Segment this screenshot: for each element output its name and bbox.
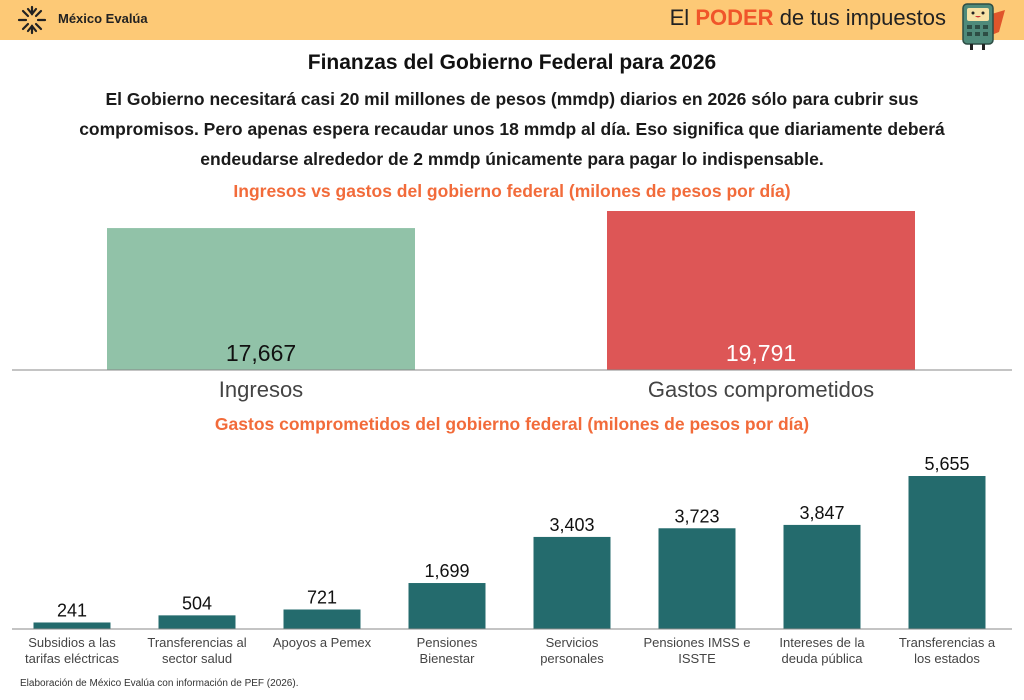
data-label: 3,847 xyxy=(799,503,844,523)
income-vs-expense-chart: 17,667 Ingresos 19,791 Gastos comprometidos xyxy=(12,211,1012,402)
bar-4 xyxy=(533,536,611,629)
data-label: 721 xyxy=(307,587,337,607)
data-label: 3,723 xyxy=(674,506,719,526)
summary-paragraph: El Gobierno necesitará casi 20 mil millo… xyxy=(79,89,945,169)
category-label: Pensiones IMSS e xyxy=(644,635,751,650)
data-label: 3,403 xyxy=(549,515,594,535)
category-label: Servicios xyxy=(546,635,599,650)
mexico-evalua-logo-icon xyxy=(17,5,47,35)
bar-7 xyxy=(908,476,986,629)
calculator-mascot-icon xyxy=(962,3,1005,50)
logo-text: México Evalúa xyxy=(58,11,148,26)
bar-1 xyxy=(607,211,915,370)
data-label: 241 xyxy=(57,600,87,620)
bar-0 xyxy=(107,228,415,370)
header-bar: México Evalúa El PODER de tus impuestos xyxy=(0,0,1024,50)
category-label: Pensiones xyxy=(417,635,478,650)
bar-6 xyxy=(783,524,861,629)
bar-5 xyxy=(658,528,736,629)
category-label: Bienestar xyxy=(420,651,476,666)
category-label: Transferencias al xyxy=(147,635,246,650)
page-title: Finanzas del Gobierno Federal para 2026 xyxy=(307,51,717,74)
bar-3 xyxy=(408,583,486,629)
bar-0 xyxy=(33,622,111,629)
bar-2 xyxy=(283,609,361,629)
category-label: deuda pública xyxy=(782,651,864,666)
category-label: Gastos comprometidos xyxy=(648,377,874,402)
category-label: ISSTE xyxy=(678,651,716,666)
category-label: Apoyos a Pemex xyxy=(273,635,372,650)
data-label: 5,655 xyxy=(924,454,969,474)
chart2-title: Gastos comprometidos del gobierno federa… xyxy=(214,414,810,434)
category-label: tarifas eléctricas xyxy=(25,651,119,666)
category-label: los estados xyxy=(914,651,980,666)
data-label: 1,699 xyxy=(424,561,469,581)
category-label: Transferencias a xyxy=(899,635,996,650)
category-label: sector salud xyxy=(162,651,232,666)
category-label: personales xyxy=(540,651,604,666)
category-label: Intereses de la xyxy=(779,635,865,650)
data-label: 504 xyxy=(182,593,212,613)
source-footnote: Elaboración de México Evalúa con informa… xyxy=(20,678,299,689)
category-label: Ingresos xyxy=(219,377,303,402)
category-label: Subsidios a las xyxy=(28,635,116,650)
data-label: 17,667 xyxy=(226,340,296,366)
bar-1 xyxy=(158,615,236,629)
brand-title: El PODER de tus impuestos xyxy=(669,5,946,30)
data-label: 19,791 xyxy=(726,340,796,366)
chart1-title: Ingresos vs gastos del gobierno federal … xyxy=(233,181,791,201)
